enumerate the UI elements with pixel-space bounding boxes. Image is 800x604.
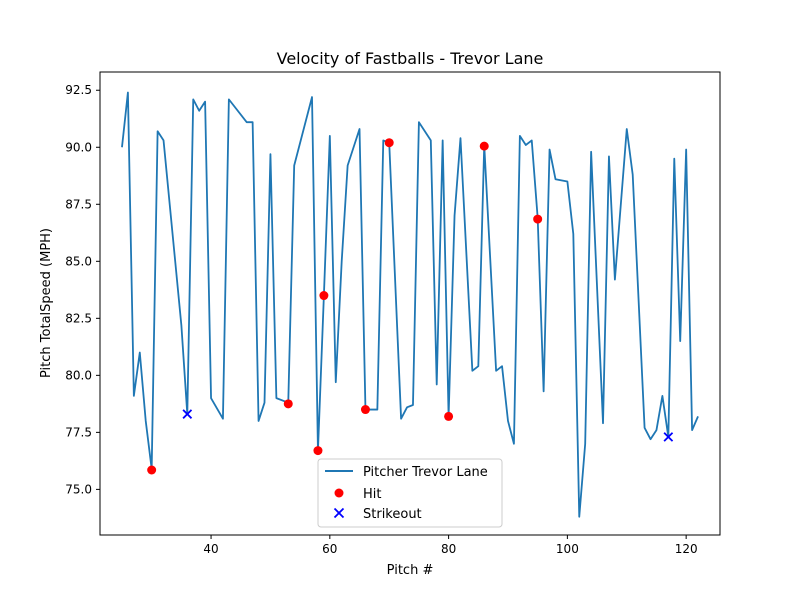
strikeout-point (663, 432, 674, 442)
strikeout-point (182, 409, 193, 419)
strikeout-stroke (663, 432, 674, 442)
chart-title: Velocity of Fastballs - Trevor Lane (277, 49, 544, 68)
y-tick-label: 85.0 (65, 254, 92, 268)
hit-point (384, 138, 394, 148)
legend-frame (317, 458, 503, 528)
legend-label-strikeout: Strikeout (363, 507, 422, 522)
x-axis: 40 60 80 100 120 (203, 535, 698, 556)
plot-layer (121, 91, 699, 518)
x-tick-label: 100 (556, 542, 579, 556)
y-tick-label: 82.5 (65, 311, 92, 325)
hit-point (444, 411, 454, 421)
legend-label-line: Pitcher Trevor Lane (363, 465, 488, 480)
hit-point (147, 465, 157, 475)
series-line-trevor-lane (121, 91, 699, 518)
x-axis-label: Pitch # (387, 563, 434, 578)
legend-hit-swatch (334, 488, 344, 498)
y-tick-label: 87.5 (65, 197, 92, 211)
plot-frame (99, 71, 721, 536)
x-tick-label: 80 (441, 542, 456, 556)
y-axis-label: Pitch TotalSpeed (MPH) (39, 228, 54, 378)
x-tick-label: 40 (203, 542, 218, 556)
hit-point (533, 214, 543, 224)
legend: Pitcher Trevor Lane Hit Strikeout (317, 458, 503, 528)
hit-point (360, 405, 370, 415)
legend-strikeout-swatch (333, 507, 345, 519)
legend-label-hit: Hit (363, 487, 381, 502)
strikeout-stroke (182, 409, 193, 419)
y-axis: 75.0 77.5 80.0 82.5 85.0 87.5 90.0 92.5 (65, 83, 100, 496)
hit-point (479, 141, 489, 151)
x-tick-label: 120 (675, 542, 698, 556)
y-tick-label: 80.0 (65, 368, 92, 382)
hit-point (313, 446, 323, 456)
y-tick-label: 92.5 (65, 83, 92, 97)
y-tick-label: 75.0 (65, 482, 92, 496)
y-tick-label: 90.0 (65, 140, 92, 154)
hit-point (319, 291, 329, 301)
x-tick-label: 60 (322, 542, 337, 556)
hit-point (283, 399, 293, 409)
y-tick-label: 77.5 (65, 425, 92, 439)
